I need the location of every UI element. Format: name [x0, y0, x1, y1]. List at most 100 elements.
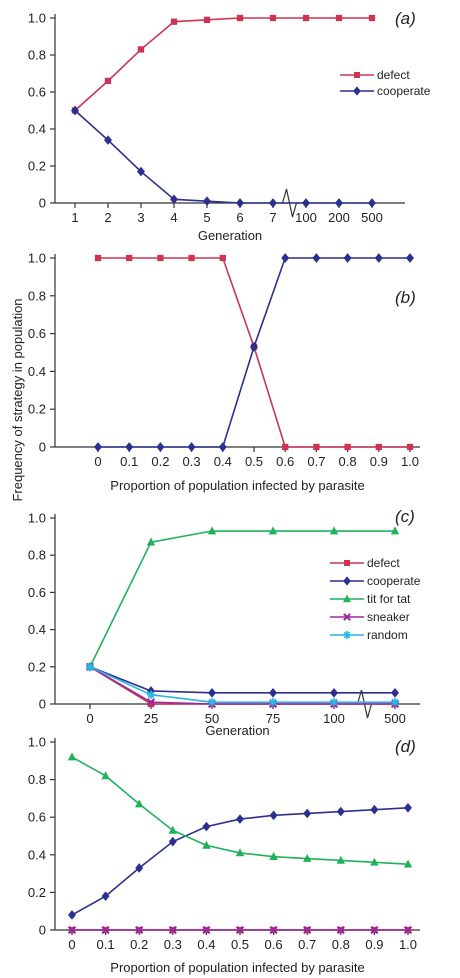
data-point — [235, 848, 245, 857]
y-tick-label: 0.4 — [28, 622, 46, 637]
data-point — [370, 804, 379, 815]
legend-label: cooperate — [377, 84, 431, 98]
data-point — [126, 254, 133, 262]
data-point — [188, 254, 195, 262]
x-tick-label: 200 — [328, 210, 350, 225]
series-triangle-3 — [67, 752, 413, 868]
legend: defect cooperate tit for tat sneaker random — [330, 556, 421, 642]
y-tick-label: 0 — [39, 923, 46, 938]
x-tick-label: 50 — [205, 711, 219, 726]
data-point — [336, 925, 345, 935]
x-tick-label: 1 — [71, 210, 78, 225]
legend-label: sneaker — [367, 610, 410, 624]
y-tick-label: 0.8 — [28, 48, 46, 63]
x-tick-label: 0 — [86, 711, 93, 726]
data-point — [168, 925, 177, 935]
x-axis-label: Generation — [198, 228, 262, 243]
data-point — [68, 910, 76, 920]
series-line — [89, 666, 395, 703]
series-line — [89, 666, 395, 705]
data-point — [390, 697, 400, 707]
y-tick-label: 1.0 — [28, 511, 46, 526]
x-tick-label: 4 — [170, 210, 177, 225]
data-point — [336, 855, 345, 864]
x-tick-label: 2 — [104, 210, 111, 225]
data-point — [391, 688, 399, 698]
x-tick-label: 0.1 — [120, 454, 138, 469]
y-tick-label: 0.4 — [28, 364, 46, 379]
legend-marker — [343, 613, 351, 621]
data-point — [269, 925, 278, 935]
x-tick-label: 100 — [295, 210, 317, 225]
y-tick-label: 0 — [39, 697, 46, 712]
x-tick-label: 0.5 — [245, 454, 263, 469]
data-point — [269, 688, 277, 698]
data-point — [157, 254, 164, 262]
x-tick-label: 3 — [137, 210, 144, 225]
legend-marker — [344, 560, 350, 566]
data-point — [282, 443, 289, 451]
legend-marker — [343, 594, 351, 603]
series-random — [85, 662, 400, 707]
x-tick-label: 0.9 — [370, 454, 388, 469]
data-point — [329, 526, 339, 535]
data-point — [390, 526, 400, 535]
data-point — [269, 198, 277, 208]
data-point — [156, 442, 165, 452]
data-point — [235, 925, 245, 935]
data-point — [303, 925, 312, 935]
data-point — [104, 77, 112, 85]
y-tick-label: 1.0 — [28, 735, 46, 750]
y-tick-label: 0.6 — [28, 810, 46, 825]
data-point — [135, 863, 144, 873]
legend-label: random — [367, 628, 408, 642]
y-tick-label: 0 — [39, 196, 46, 211]
panel-label: (a) — [395, 9, 416, 28]
data-point — [374, 253, 383, 263]
data-point — [269, 14, 277, 22]
data-point — [403, 925, 413, 935]
data-point — [94, 254, 102, 262]
data-point — [170, 18, 178, 25]
data-point — [94, 442, 102, 452]
data-point — [336, 806, 345, 817]
series-diamond-1 — [94, 253, 414, 452]
x-axis-label: Proportion of population infected by par… — [110, 960, 364, 975]
data-point — [125, 442, 134, 452]
data-point — [303, 808, 312, 819]
data-point — [203, 196, 211, 206]
x-tick-label: 6 — [236, 210, 243, 225]
data-point — [170, 194, 178, 205]
data-point — [406, 443, 414, 451]
x-tick-label: 0.8 — [332, 937, 350, 952]
series-line — [74, 17, 372, 112]
chart-panels: 00.20.40.60.81.01 2 3 4 5 6 7 100 200 500Generati… — [28, 9, 431, 975]
data-point — [104, 135, 112, 145]
data-point — [101, 891, 110, 901]
data-point — [370, 857, 379, 866]
data-point — [218, 442, 227, 452]
x-tick-label: 7 — [269, 210, 276, 225]
series-line — [89, 530, 395, 668]
y-tick-label: 0.6 — [28, 585, 46, 600]
legend: defect cooperate — [340, 68, 431, 98]
data-point — [219, 254, 226, 262]
series-line — [98, 257, 410, 448]
data-point — [137, 166, 145, 177]
data-point — [202, 840, 211, 849]
legend-label: defect — [367, 556, 400, 570]
series-line — [98, 257, 410, 448]
y-tick-label: 0.2 — [28, 159, 46, 174]
y-tick-label: 0.2 — [28, 659, 46, 674]
data-point — [208, 688, 216, 698]
series-sneaker — [85, 662, 400, 709]
data-point — [406, 253, 414, 263]
data-point — [137, 46, 145, 53]
data-point — [168, 825, 177, 834]
x-axis-label: Generation — [205, 723, 269, 738]
x-tick-label: 0.6 — [276, 454, 294, 469]
legend-label: defect — [377, 68, 410, 82]
data-point — [375, 443, 382, 451]
x-tick-label: 0.2 — [151, 454, 169, 469]
